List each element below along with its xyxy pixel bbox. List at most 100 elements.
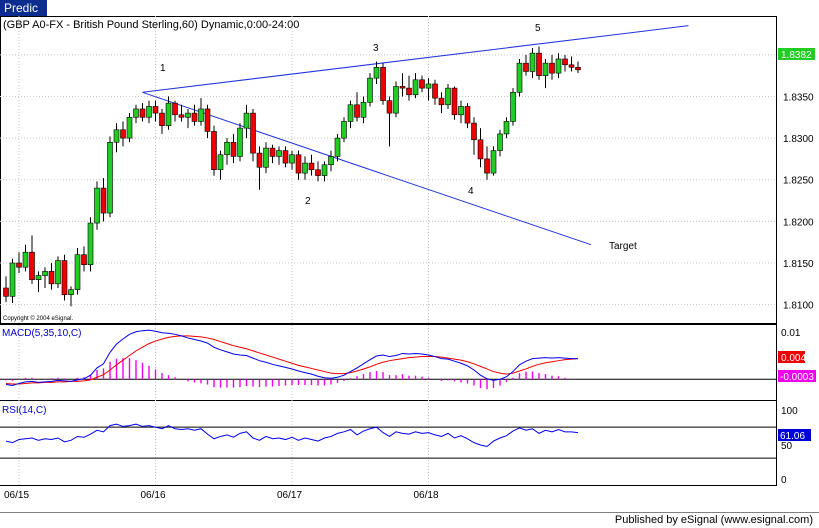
candle-body (133, 108, 139, 118)
candle-body (503, 121, 510, 135)
last-price-tag (778, 48, 815, 60)
trendline (142, 25, 689, 93)
trendline (142, 91, 592, 246)
candle-body (204, 108, 211, 132)
macd-signal-line (5, 335, 579, 385)
candle-body (139, 108, 146, 118)
candle-body (269, 147, 276, 157)
candle-body (243, 112, 250, 129)
histogram-value-text: -0.0003 (780, 372, 814, 383)
candle-body (471, 122, 477, 141)
panel-frames (0, 16, 777, 486)
candle-body (191, 112, 198, 122)
candle-body (94, 187, 100, 224)
wave-label-4: 4 (468, 186, 474, 197)
chart-title: (GBP A0-FX - British Pound Sterling,60) … (3, 19, 299, 31)
date-tick-label: 06/17 (277, 490, 302, 501)
candle-body (412, 79, 419, 96)
candle-body (347, 104, 354, 122)
candle-body (315, 169, 321, 176)
rsi-value-text: 61.06 (780, 431, 805, 442)
grid-layer (0, 16, 776, 485)
candle-body (334, 137, 341, 157)
candle-body (172, 102, 178, 116)
rsi-axis-100: 100 (781, 406, 798, 417)
candle-body (302, 162, 308, 174)
candle-body (406, 87, 412, 96)
candle-body (87, 222, 94, 265)
candle-body (536, 52, 542, 76)
candle-body (354, 104, 360, 118)
candle-body (432, 83, 438, 99)
candle-body (497, 133, 503, 151)
last-price-text: 1.8382 (781, 50, 812, 61)
candle-body (529, 52, 536, 72)
candle-body (61, 260, 68, 295)
candle-body (445, 87, 451, 106)
candle-body (230, 141, 237, 157)
axis-layer: 1.84001.83501.83001.82501.82001.81501.81… (4, 51, 814, 501)
candle-body (360, 101, 367, 118)
candle-body (523, 62, 529, 72)
footer-bar: Published by eSignal (www.esignal.com) (0, 512, 819, 528)
window-tab[interactable]: Predic (0, 0, 48, 16)
price-tick-label: 1.8300 (783, 134, 814, 145)
price-tick-label: 1.8250 (783, 176, 814, 187)
publisher-text: Published by eSignal (www.esignal.com) (614, 514, 813, 526)
histogram-value-tag (778, 370, 816, 382)
candle-body (295, 154, 302, 174)
candle-body (48, 271, 55, 285)
candle-body (419, 79, 425, 89)
candle-body (328, 156, 334, 166)
candle-body (81, 254, 87, 265)
candle-body (451, 87, 458, 116)
date-tick-label: 06/16 (141, 490, 166, 501)
wave-label-2: 2 (305, 196, 311, 207)
candle-body (510, 91, 516, 122)
candle-body (74, 254, 81, 290)
candle-body (42, 271, 48, 276)
candle-body (458, 106, 464, 116)
macd-value-tag (778, 351, 805, 363)
rsi-line (5, 423, 579, 448)
candle-body (68, 289, 74, 295)
candle-body (399, 86, 406, 89)
candle-body (386, 100, 393, 114)
candle-body (282, 150, 289, 164)
candle-body (484, 158, 490, 174)
chart-area[interactable]: 1.84001.83501.83001.82501.82001.81501.81… (0, 16, 819, 512)
price-tick-label: 1.8200 (783, 217, 814, 228)
candle-body (185, 112, 191, 118)
wave-label-3: 3 (373, 43, 379, 54)
candle-body (159, 112, 165, 126)
copyright-text: Copyright © 2004 eSignal. (3, 315, 73, 322)
candle-body (9, 262, 16, 297)
wave-label-5: 5 (535, 23, 541, 34)
price-tick-label: 1.8100 (783, 301, 814, 312)
candle-body (438, 97, 445, 106)
candle-body (276, 150, 282, 157)
candle-body (490, 150, 497, 174)
rsi-value-tag (778, 429, 811, 441)
candle-body (373, 67, 380, 79)
candle-body (321, 164, 328, 176)
target-label: Target (609, 241, 637, 252)
candle-body (224, 141, 230, 156)
candle-body (341, 121, 347, 139)
price-tick-label: 1.8150 (783, 259, 814, 270)
macd-value-text: 0.004 (781, 353, 806, 364)
candle-body (562, 58, 568, 66)
candle-body (555, 58, 562, 74)
candle-body (146, 106, 152, 118)
candle-body (107, 141, 113, 214)
candle-body (289, 154, 295, 164)
candle-body (22, 251, 29, 268)
macd-line (5, 329, 578, 387)
candle-body (198, 108, 204, 122)
candle-body (178, 114, 185, 118)
candle-body (165, 102, 172, 126)
date-tick-label: 06/18 (414, 490, 439, 501)
date-tick-label: 06/15 (4, 490, 29, 501)
rsi-layer (0, 423, 776, 459)
candle-body (549, 62, 555, 74)
